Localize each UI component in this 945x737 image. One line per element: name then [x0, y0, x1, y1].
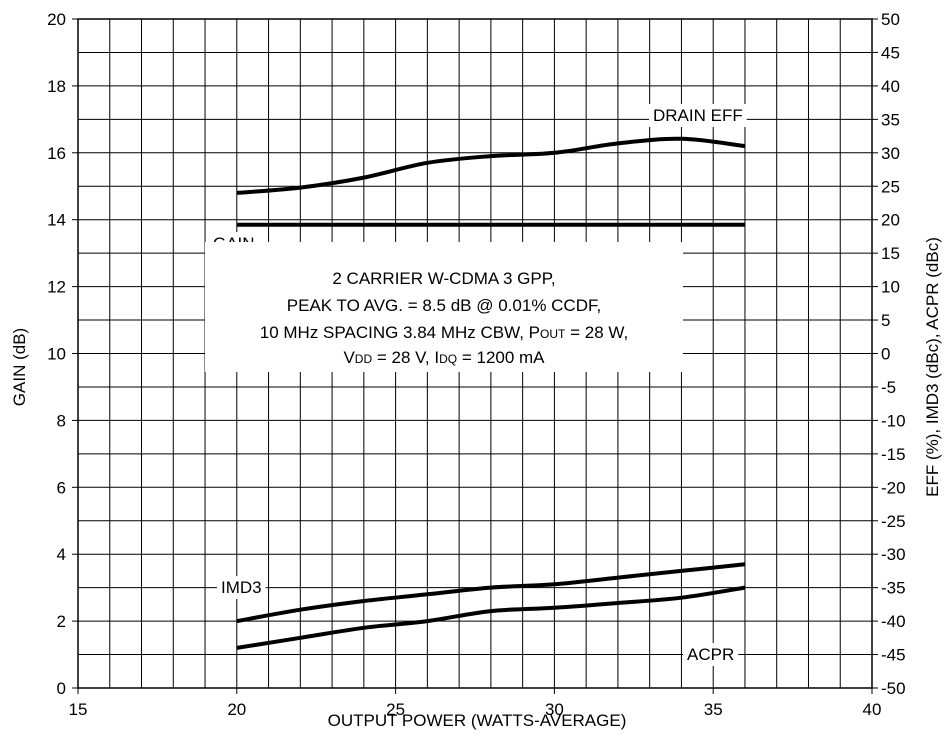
series-label-background [217, 576, 266, 599]
y2-tick-label: 45 [881, 43, 900, 62]
y2-tick-label: -5 [881, 378, 896, 397]
annotation-line-1: 2 CARRIER W-CDMA 3 GPP, [332, 269, 555, 288]
y2-tick-label: -35 [881, 579, 906, 598]
y2-tick-label: 20 [881, 211, 900, 230]
series-line-drain-eff [236, 136, 746, 195]
annotation-line-4: VDD = 28 V, IDQ = 1200 mA [343, 348, 545, 367]
series-label-acpr: ACPR [687, 645, 734, 664]
series-label-imd3: IMD3 [221, 578, 262, 597]
series-line-acpr [236, 585, 746, 650]
y-tick-label: 10 [47, 345, 66, 364]
y2-tick-label: 15 [881, 244, 900, 263]
y2-tick-label: -30 [881, 545, 906, 564]
y2-tick-label: 25 [881, 177, 900, 196]
series-label-drain-eff: DRAIN EFF [653, 106, 743, 125]
x-tick-label: 15 [69, 700, 88, 719]
annotation-line-2: PEAK TO AVG. = 8.5 dB @ 0.01% CCDF, [287, 296, 601, 315]
series-line-imd3 [236, 562, 746, 624]
x-tick-label: 40 [863, 700, 882, 719]
series-label-background [683, 643, 739, 666]
y2-tick-label: 50 [881, 10, 900, 29]
y-tick-label: 12 [47, 278, 66, 297]
y2-tick-label: 10 [881, 278, 900, 297]
y2-tick-label: 0 [881, 345, 890, 364]
y2-tick-label: 5 [881, 311, 890, 330]
series-labels: DRAIN EFFGAINIMD3ACPR [209, 104, 747, 666]
y-tick-label: 18 [47, 77, 66, 96]
series-group [236, 136, 746, 650]
y-tick-label: 0 [57, 679, 66, 698]
y-tick-label: 2 [57, 612, 66, 631]
y2-tick-label: -50 [881, 679, 906, 698]
y2-tick-label: 40 [881, 77, 900, 96]
y2-tick-label: -40 [881, 612, 906, 631]
y2-tick-label: -10 [881, 411, 906, 430]
y-tick-label: 6 [57, 478, 66, 497]
y2-tick-label: -15 [881, 445, 906, 464]
x-tick-label: 30 [545, 700, 564, 719]
x-axis-label: OUTPUT POWER (WATTS-AVERAGE) [328, 711, 627, 730]
series-label-background [649, 104, 747, 127]
x-tick-label: 25 [386, 700, 405, 719]
x-tick-label: 20 [227, 700, 246, 719]
y-tick-label: 8 [57, 411, 66, 430]
annotation-line-3: 10 MHz SPACING 3.84 MHz CBW, POUT = 28 W… [260, 323, 628, 342]
y2-tick-label: 35 [881, 110, 900, 129]
y-tick-label: 20 [47, 10, 66, 29]
y2-tick-label: -25 [881, 512, 906, 531]
y-tick-label: 4 [57, 545, 66, 564]
y-tick-label: 14 [47, 211, 66, 230]
y2-axis-label: EFF (%), IMD3 (dBc), ACPR (dBc) [923, 237, 942, 497]
annotation-box: 2 CARRIER W-CDMA 3 GPP, PEAK TO AVG. = 8… [205, 242, 683, 372]
y-axis-label: GAIN (dB) [10, 328, 29, 406]
y2-tick-label: 30 [881, 144, 900, 163]
y2-tick-label: -45 [881, 646, 906, 665]
x-tick-label: 35 [704, 700, 723, 719]
y-tick-label: 16 [47, 144, 66, 163]
y2-tick-label: -20 [881, 478, 906, 497]
